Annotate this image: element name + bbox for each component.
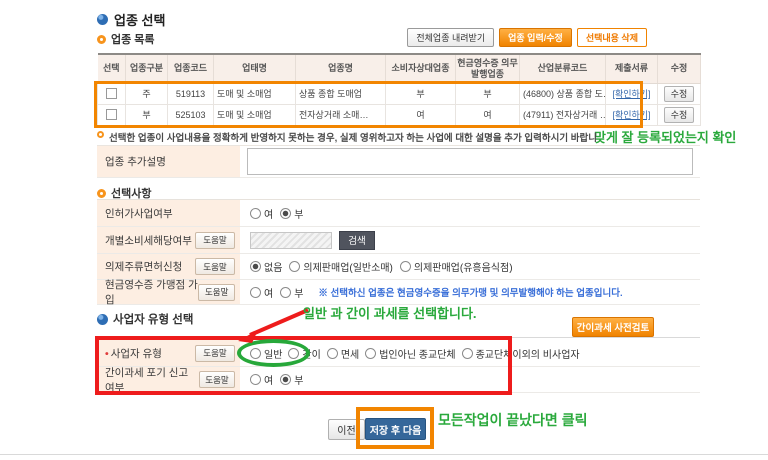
row2-name: 전자상거래 소매… <box>295 103 386 126</box>
col-consumer: 소비자상대업종 <box>385 53 456 84</box>
annotation-done-click: 모든작업이 끝났다면 클릭 <box>438 412 588 428</box>
row2-code: 525103 <box>167 103 214 126</box>
liquor-entertainment-radio[interactable] <box>399 261 411 272</box>
excise-search-button[interactable]: 검색 <box>339 230 375 250</box>
section-title-biztype: 사업자 유형 선택 <box>97 311 193 327</box>
row2-cash: 여 <box>455 103 520 126</box>
form-row-license: 인허가사업여부 여 부 <box>97 200 700 227</box>
row1-code: 519113 <box>167 82 214 105</box>
form-row-excise: 개별소비세해당여부 도움말 검색 <box>97 227 700 254</box>
type-edit-button[interactable]: 업종 입력/수정 <box>499 28 572 47</box>
biztype-religious-radio[interactable] <box>365 347 377 359</box>
biztype-taxfree-radio[interactable] <box>326 347 338 359</box>
form-row-waiver: 간이과세 포기 신고 여부 도움말 여 부 <box>97 366 700 394</box>
cash-receipt-label: 현금영수증 가맹점 가입 <box>105 279 198 306</box>
list-title: 업종 목록 <box>111 34 155 46</box>
required-dot-icon: • <box>105 347 109 360</box>
cash-receipt-note: ※ 선택하신 업종은 현금영수증을 의무가맹 및 의무발행해야 하는 업종입니다… <box>318 288 623 299</box>
page-title: 업종 선택 <box>114 13 166 28</box>
section-title-business-type-select: 업종 선택 <box>97 10 165 29</box>
col-cash-receipt: 현금영수증 의무발행업종 <box>455 53 520 84</box>
col-upjong: 업종명 <box>295 53 386 84</box>
col-select: 선택 <box>97 53 126 84</box>
row1-gubun: 주 <box>125 82 168 105</box>
license-no-radio[interactable] <box>280 207 292 219</box>
col-uptae: 업태명 <box>213 53 296 84</box>
liquor-none-radio[interactable] <box>250 261 261 272</box>
biztype-label: • 사업자 유형 <box>105 347 162 360</box>
cash-receipt-yes-radio[interactable] <box>250 286 261 298</box>
section-title-business-list: 업종 목록 <box>97 31 155 47</box>
col-type-code: 업종코드 <box>167 53 214 84</box>
col-documents: 제출서류 <box>605 53 658 84</box>
license-label: 인허가사업여부 <box>105 207 173 220</box>
col-edit: 수정 <box>657 53 701 84</box>
bottom-divider <box>0 454 768 455</box>
cash-receipt-no-radio[interactable] <box>280 286 292 298</box>
blue-bullet-icon <box>97 14 108 25</box>
row1-name: 상품 종합 도매업 <box>295 82 386 105</box>
annotation-check-registered: 맞게 잘 등록되었는지 확인 <box>594 130 737 145</box>
download-all-types-button[interactable]: 전체업종 내려받기 <box>407 28 495 47</box>
waiver-yes-radio[interactable] <box>250 374 261 385</box>
liquor-help-button[interactable]: 도움말 <box>195 258 235 275</box>
waiver-label: 간이과세 포기 신고 여부 <box>105 366 189 394</box>
simplified-tax-precheck-button[interactable]: 간이과세 사전검토 <box>572 317 654 337</box>
biztype-general-radio[interactable] <box>250 347 261 359</box>
excise-help-button[interactable]: 도움말 <box>195 231 235 249</box>
license-yes-radio[interactable] <box>250 207 261 219</box>
row2-edit-button[interactable]: 수정 <box>663 106 695 123</box>
save-next-button[interactable]: 저장 후 다음 <box>365 418 426 440</box>
note-bullet-icon <box>97 131 104 138</box>
col-industry-code: 산업분류코드 <box>519 53 606 84</box>
section-title-optional: 선택사항 <box>97 185 151 201</box>
table-row: 부 525103 도매 및 소매업 전자상거래 소매… 여 여 (47911) … <box>97 103 701 126</box>
excise-label: 개별소비세해당여부 <box>105 234 192 247</box>
liquor-retail-radio[interactable] <box>289 261 301 272</box>
biztype-nonbusiness-radio[interactable] <box>461 347 473 359</box>
extra-desc-textarea[interactable] <box>247 148 693 175</box>
cash-receipt-help-button[interactable]: 도움말 <box>198 283 235 301</box>
form-row-liquor: 의제주류면허신청 도움말 없음 의제판매업(일반소매) 의제판매업(유흥음식점) <box>97 254 700 280</box>
red-arrow-icon <box>238 308 309 343</box>
table-header-row: 선택 업종구분 업종코드 업태명 업종명 소비자상대업종 현금영수증 의무발행업… <box>97 53 701 84</box>
biztype-simplified-radio[interactable] <box>288 347 300 359</box>
previous-button[interactable]: 이전 <box>328 419 365 440</box>
liquor-label: 의제주류면허신청 <box>105 261 183 273</box>
annotation-tax-select: 일반 과 간이 과세를 선택합니다. <box>303 306 477 321</box>
waiver-help-button[interactable]: 도움말 <box>199 371 235 388</box>
row1-uptae: 도매 및 소매업 <box>213 82 296 105</box>
row2-checkbox[interactable] <box>106 109 117 121</box>
business-type-table: 선택 업종구분 업종코드 업태명 업종명 소비자상대업종 현금영수증 의무발행업… <box>97 53 701 126</box>
form-row-biztype: • 사업자 유형 도움말 일반 간이 면세 법인아닌 종교단체 종교단체이외의 비… <box>97 340 700 367</box>
row1-industry: (46800) 상품 종합 도… <box>519 82 606 105</box>
blue-bullet-icon <box>97 313 108 325</box>
biztype-divider <box>97 337 700 338</box>
extra-desc-label: 업종 추가설명 <box>97 146 240 177</box>
row2-consumer: 여 <box>385 103 456 126</box>
row2-confirm-link[interactable]: [확인하기] <box>612 110 651 120</box>
waiver-no-radio[interactable] <box>280 374 292 385</box>
row1-checkbox[interactable] <box>106 88 117 100</box>
table-row: 주 519113 도매 및 소매업 상품 종합 도매업 부 부 (46800) … <box>97 82 701 105</box>
row1-edit-button[interactable]: 수정 <box>663 85 695 102</box>
row2-uptae: 도매 및 소매업 <box>213 103 296 126</box>
delete-selection-button[interactable]: 선택내용 삭제 <box>576 28 647 47</box>
orange-bullet-icon <box>97 34 106 44</box>
row2-gubun: 부 <box>125 103 168 126</box>
row1-confirm-link[interactable]: [확인하기] <box>612 89 651 99</box>
orange-bullet-icon <box>97 188 106 198</box>
row2-industry: (47911) 전자상거래 … <box>519 103 606 126</box>
col-type-class: 업종구분 <box>125 53 168 84</box>
row1-consumer: 부 <box>385 82 456 105</box>
form-row-cash-receipt: 현금영수증 가맹점 가입 도움말 여 부 ※ 선택하신 업종은 현금영수증을 의… <box>97 279 700 306</box>
biztype-help-button[interactable]: 도움말 <box>195 344 235 362</box>
row1-cash: 부 <box>455 82 520 105</box>
excise-input-disabled <box>250 231 332 249</box>
